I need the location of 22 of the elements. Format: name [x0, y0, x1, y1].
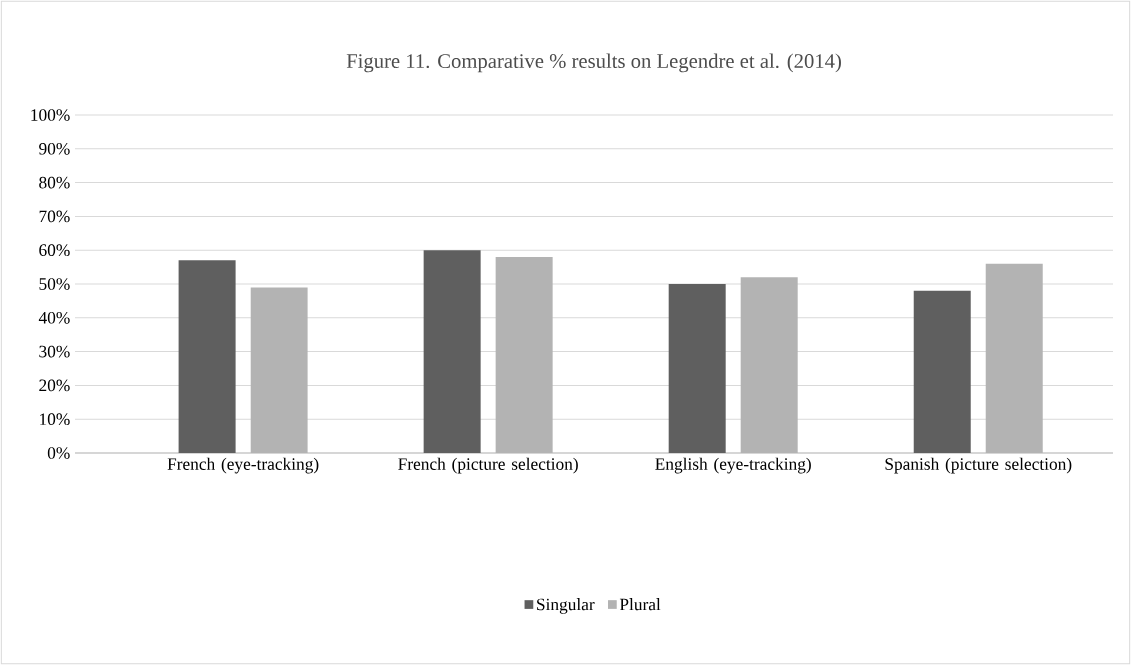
- y-tick-label: 60%: [39, 244, 70, 257]
- bar: [668, 284, 726, 453]
- x-tick-label: French (picture selection): [398, 457, 578, 474]
- y-tick-label: 0%: [47, 447, 70, 459]
- chart-title: Figure 11. Comparative % results on Legendre et al. (2014): [346, 53, 841, 73]
- y-tick-label: 100%: [31, 109, 70, 121]
- bar: [423, 250, 481, 453]
- legend-label: Singular: [537, 598, 595, 614]
- y-tick-label: 10%: [40, 413, 70, 426]
- x-tick-label: English (eye-tracking): [655, 457, 811, 474]
- y-tick-label: 50%: [39, 278, 70, 290]
- legend-label: Plural: [619, 598, 661, 611]
- y-tick-label: 70%: [39, 210, 70, 223]
- bar: [178, 260, 236, 453]
- y-tick-label: 40%: [38, 311, 70, 324]
- x-tick-label: French (eye-tracking): [167, 457, 319, 474]
- bar: [913, 290, 971, 453]
- y-tick-label: 80%: [39, 176, 70, 189]
- y-tick-label: 90%: [39, 142, 70, 155]
- y-tick-label: 20%: [39, 379, 70, 392]
- y-tick-label: 30%: [39, 345, 70, 358]
- x-tick-label: Spanish (picture selection): [885, 457, 1072, 474]
